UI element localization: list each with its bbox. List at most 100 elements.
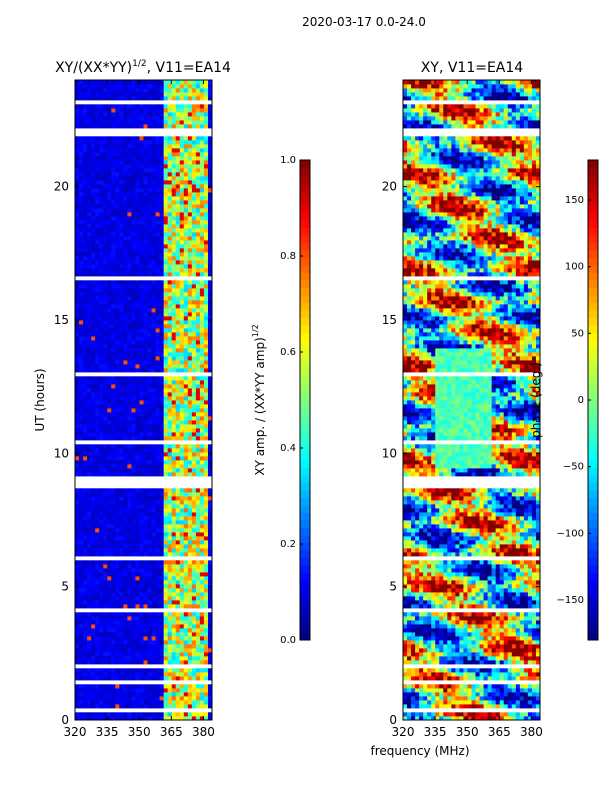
heatmap-cell — [123, 376, 128, 381]
heatmap-cell — [155, 316, 161, 321]
heatmap-cell — [111, 120, 116, 125]
heatmap-cell — [203, 456, 209, 461]
heatmap-cell — [95, 416, 100, 421]
heatmap-cell — [75, 124, 80, 129]
heatmap-cell — [139, 320, 144, 325]
heatmap-cell — [87, 88, 92, 93]
heatmap-cell — [183, 92, 189, 97]
heatmap-cell — [119, 212, 124, 217]
heatmap-cell — [195, 460, 201, 465]
heatmap-cell — [175, 420, 181, 425]
heatmap-cell — [83, 424, 88, 429]
heatmap-cell — [187, 488, 193, 493]
heatmap-cell — [143, 448, 148, 453]
heatmap-cell — [207, 296, 213, 301]
heatmap-cell — [111, 188, 116, 193]
heatmap-cell — [135, 692, 140, 697]
heatmap-cell — [107, 632, 112, 637]
heatmap-cell — [147, 296, 152, 301]
heatmap-cell — [183, 316, 189, 321]
heatmap-cell — [91, 504, 96, 509]
heatmap-cell — [83, 412, 88, 417]
heatmap-cell — [187, 340, 193, 345]
heatmap-cell — [147, 404, 152, 409]
heatmap-cell — [91, 164, 96, 169]
heatmap-cell — [99, 400, 104, 405]
heatmap-cell — [151, 192, 156, 197]
flagged-gap-row — [75, 484, 212, 489]
heatmap-cell — [187, 200, 193, 205]
heatmap-cell — [143, 288, 148, 293]
heatmap-cell — [127, 348, 132, 353]
heatmap-cell — [175, 176, 181, 181]
heatmap-cell — [143, 628, 148, 633]
heatmap-cell — [131, 316, 136, 321]
heatmap-cell — [203, 312, 209, 317]
heatmap-cell — [111, 524, 116, 529]
heatmap-cell — [103, 392, 108, 397]
heatmap-cell — [127, 716, 132, 721]
heatmap-cell — [179, 376, 185, 381]
heatmap-cell — [175, 312, 181, 317]
heatmap-cell — [171, 116, 177, 121]
heatmap-cell — [83, 520, 88, 525]
heatmap-cell — [147, 320, 152, 325]
heatmap-cell — [163, 200, 169, 205]
heatmap-cell — [167, 404, 173, 409]
heatmap-cell — [175, 716, 181, 721]
heatmap-cell — [171, 228, 177, 233]
heatmap-cell — [107, 336, 112, 341]
heatmap-cell — [83, 508, 88, 513]
heatmap-cell — [75, 496, 80, 501]
heatmap-cell — [159, 624, 165, 629]
heatmap-cell — [203, 328, 209, 333]
heatmap-cell — [183, 676, 189, 681]
heatmap-cell — [199, 444, 205, 449]
heatmap-cell — [163, 396, 169, 401]
heatmap-cell — [159, 684, 165, 689]
heatmap-cell — [111, 424, 116, 429]
heatmap-cell — [115, 300, 120, 305]
heatmap-cell — [159, 356, 165, 361]
heatmap-cell — [91, 596, 96, 601]
heatmap-cell — [187, 400, 193, 405]
heatmap-cell — [167, 152, 173, 157]
heatmap-cell — [119, 600, 124, 605]
heatmap-cell — [179, 508, 185, 513]
heatmap-cell — [155, 656, 161, 661]
heatmap-cell — [139, 488, 144, 493]
heatmap-cell — [131, 468, 136, 473]
heatmap-cell — [79, 140, 84, 145]
heatmap-cell — [119, 192, 124, 197]
heatmap-cell — [171, 256, 177, 261]
heatmap-cell — [143, 92, 148, 97]
heatmap-cell — [203, 432, 209, 437]
heatmap-cell — [155, 200, 161, 205]
heatmap-cell — [115, 268, 120, 273]
heatmap-cell — [195, 444, 201, 449]
heatmap-cell — [115, 568, 120, 573]
heatmap-cell — [199, 212, 205, 217]
heatmap-cell — [131, 324, 136, 329]
heatmap-cell — [151, 472, 156, 477]
heatmap-cell — [111, 184, 116, 189]
heatmap-cell — [119, 260, 124, 265]
heatmap-cell — [123, 500, 128, 505]
heatmap-cell — [179, 444, 185, 449]
heatmap-cell — [87, 224, 92, 229]
heatmap-cell — [207, 452, 213, 457]
heatmap-cell — [175, 700, 181, 705]
heatmap-cell — [87, 188, 92, 193]
heatmap-cell — [103, 96, 108, 101]
heatmap-cell — [111, 544, 116, 549]
heatmap-cell — [151, 640, 156, 645]
heatmap-cell — [95, 532, 100, 537]
heatmap-cell — [155, 596, 161, 601]
heatmap-cell — [91, 648, 96, 653]
heatmap-cell — [207, 168, 213, 173]
heatmap-cell — [171, 88, 177, 93]
heatmap-cell — [187, 592, 193, 597]
heatmap-cell — [83, 280, 88, 285]
heatmap-cell — [115, 304, 120, 309]
heatmap-cell — [111, 672, 116, 677]
